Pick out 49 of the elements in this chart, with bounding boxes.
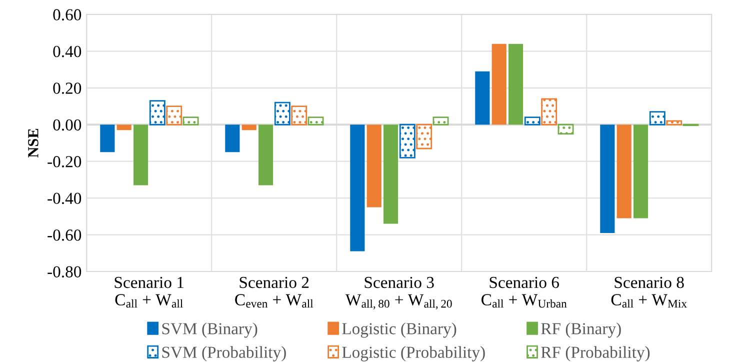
bar [600,124,615,233]
bar [366,124,382,208]
bar [258,124,274,186]
bar [100,124,115,152]
x-tick-label: Scenario 2 C$_{even}$ + W$_{all}$ [235,276,314,308]
bar [492,44,506,125]
x-tick-label: Scenario 6 C$_{all}$ + W$_{Urban}$ [482,276,567,308]
bar [350,124,365,252]
bar [225,124,240,152]
bar [399,124,416,158]
bar [291,106,308,126]
legend-label: Logistic (Binary) [342,322,456,338]
y-tick-label: 0.60 [53,9,82,20]
legend-label: RF (Probability) [541,346,650,362]
bar [308,116,324,126]
bar [416,124,432,150]
bar [133,124,148,186]
y-tick-label: 0.20 [53,82,82,94]
bar [616,124,632,218]
legend-label: SVM (Binary) [162,322,258,338]
bar [274,102,290,126]
legend-label: SVM (Probability) [162,346,286,362]
legend-label: RF (Binary) [541,322,621,338]
bar [432,116,449,126]
x-tick-label: Scenario 3 W$_{all,80}$ + W$_{all,20}$ [345,276,452,310]
bar [524,116,540,126]
bar [116,124,132,130]
bar [475,71,490,125]
bar [166,106,182,126]
bar [633,124,648,218]
y-tick-label: -0.40 [48,192,82,204]
y-tick-label: 0.00 [53,119,82,131]
bar [666,120,682,126]
bar [558,124,574,135]
bar [383,124,398,224]
legend-label: Logistic (Probability) [342,346,485,362]
y-tick-label: -0.80 [48,266,82,278]
bar [182,116,199,126]
x-tick-label: Scenario 8 C$_{all}$ + W$_{Mix}$ [611,276,687,308]
x-tick-label: Scenario 1 C$_{all}$ + W$_{all}$ [114,276,184,308]
bar [242,124,256,130]
bar [508,44,524,125]
y-tick-label: -0.60 [48,229,82,241]
bar [541,98,558,126]
y-axis-title: NSE [28,128,38,158]
y-tick-label: -0.20 [48,156,82,168]
y-tick-label: 0.40 [53,46,82,58]
bar [149,100,166,126]
bar [649,111,666,126]
